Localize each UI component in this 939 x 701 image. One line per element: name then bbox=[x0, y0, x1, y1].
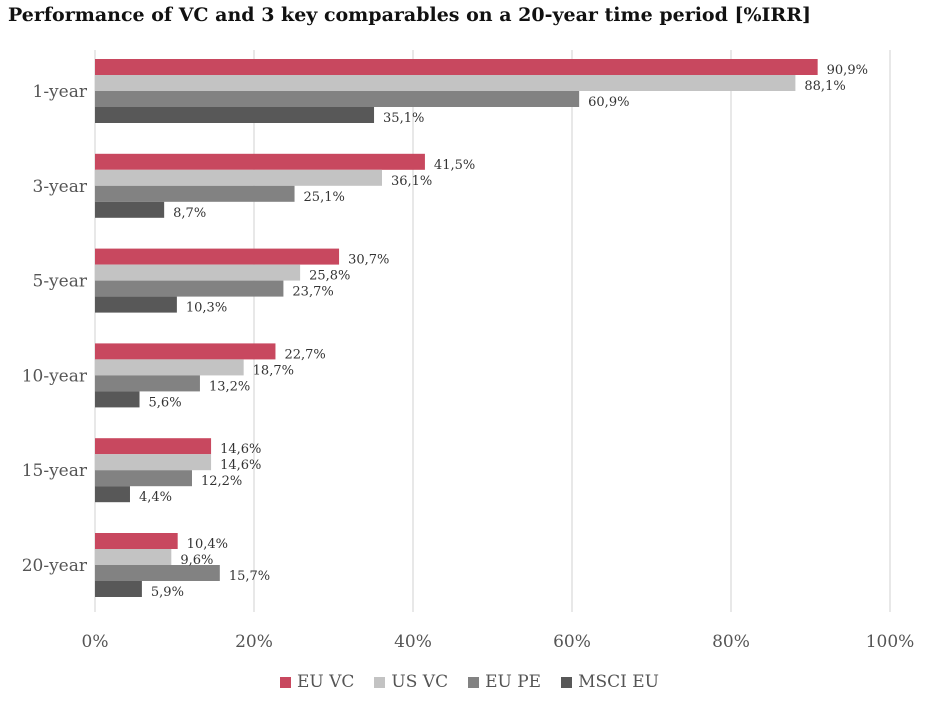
data-label: 15,7% bbox=[229, 569, 270, 584]
category-labels: 1-year 3-year 5-year 10-year 15-year 20-year bbox=[22, 82, 88, 576]
bar-eu-vc bbox=[95, 153, 425, 170]
data-label: 12,2% bbox=[201, 474, 242, 489]
data-label: 25,8% bbox=[309, 269, 350, 284]
legend-label: US VC bbox=[391, 672, 449, 692]
data-label: 22,7% bbox=[284, 347, 325, 362]
data-label: 10,3% bbox=[186, 301, 227, 316]
legend-item-us-vc: US VC bbox=[374, 672, 448, 692]
bar-msci-eu bbox=[95, 296, 177, 313]
category-label: 5-year bbox=[33, 272, 88, 292]
bar-eu-vc bbox=[95, 248, 340, 265]
data-label: 60,9% bbox=[588, 95, 629, 110]
bar-us-vc bbox=[95, 359, 244, 376]
legend-label: EU PE bbox=[485, 672, 542, 692]
data-label: 41,5% bbox=[434, 158, 475, 173]
legend-item-eu-vc: EU VC bbox=[279, 672, 355, 692]
bar-eu-vc bbox=[95, 343, 276, 360]
x-tick-labels: 0% 20% 40% 60% 80% 100% bbox=[82, 632, 915, 652]
bar-us-vc bbox=[95, 264, 301, 281]
data-label: 23,7% bbox=[292, 285, 333, 300]
gridlines bbox=[94, 50, 891, 612]
bar-us-vc bbox=[95, 169, 382, 186]
bar-eu-pe bbox=[95, 470, 192, 487]
bar-msci-eu bbox=[95, 201, 165, 218]
data-labels: 90,9%88,1% 60,9% 35,1% 41,5%36,1% 25,1% 8,7% 3… bbox=[139, 63, 868, 600]
bar-msci-eu bbox=[95, 107, 375, 123]
bar-eu-vc bbox=[95, 438, 212, 455]
bar-eu-pe bbox=[95, 375, 200, 392]
bar-eu-vc bbox=[95, 59, 818, 75]
bar-eu-pe bbox=[95, 185, 295, 202]
x-tick-label: 60% bbox=[553, 632, 591, 652]
data-label: 18,7% bbox=[253, 363, 294, 378]
category-label: 10-year bbox=[22, 366, 88, 386]
legend-item-eu-pe: EU PE bbox=[468, 672, 541, 692]
bar-eu-pe bbox=[95, 91, 580, 107]
data-label: 9,6% bbox=[180, 553, 213, 568]
data-label: 36,1% bbox=[391, 174, 432, 189]
bar-msci-eu bbox=[95, 391, 140, 408]
data-label: 4,4% bbox=[139, 490, 172, 505]
legend: EU VC US VC EU PE MSCI EU bbox=[0, 672, 939, 692]
bar-eu-pe bbox=[95, 565, 220, 581]
bars bbox=[95, 59, 818, 597]
data-label: 5,6% bbox=[149, 395, 182, 410]
data-label: 25,1% bbox=[304, 190, 345, 205]
legend-swatch bbox=[561, 676, 573, 688]
x-tick-label: 80% bbox=[712, 632, 750, 652]
category-label: 1-year bbox=[33, 82, 88, 102]
x-tick-label: 0% bbox=[82, 632, 109, 652]
bar-msci-eu bbox=[95, 486, 130, 503]
legend-swatch bbox=[279, 676, 291, 688]
bar-msci-eu bbox=[95, 581, 142, 597]
legend-label: EU VC bbox=[296, 672, 355, 692]
x-tick-label: 20% bbox=[235, 632, 273, 652]
legend-swatch bbox=[468, 676, 480, 688]
bar-us-vc bbox=[95, 454, 212, 471]
data-label: 5,9% bbox=[151, 585, 184, 600]
data-label: 14,6% bbox=[220, 458, 261, 473]
data-label: 8,7% bbox=[173, 206, 206, 221]
data-label: 13,2% bbox=[209, 379, 250, 394]
legend-label: MSCI EU bbox=[578, 672, 660, 692]
bar-us-vc bbox=[95, 75, 796, 91]
data-label: 88,1% bbox=[804, 79, 845, 94]
data-label: 10,4% bbox=[187, 537, 228, 552]
legend-swatch bbox=[374, 676, 386, 688]
data-label: 14,6% bbox=[220, 442, 261, 457]
legend-item-msci-eu: MSCI EU bbox=[561, 672, 659, 692]
category-label: 20-year bbox=[22, 556, 88, 576]
chart-title: Performance of VC and 3 key comparables … bbox=[8, 4, 812, 26]
category-label: 15-year bbox=[22, 461, 88, 481]
bar-us-vc bbox=[95, 549, 172, 565]
data-label: 90,9% bbox=[827, 63, 868, 78]
data-label: 30,7% bbox=[348, 253, 389, 268]
x-tick-label: 40% bbox=[394, 632, 432, 652]
data-label: 35,1% bbox=[383, 111, 424, 126]
category-label: 3-year bbox=[33, 177, 88, 197]
bar-eu-pe bbox=[95, 280, 284, 297]
bar-eu-vc bbox=[95, 533, 178, 549]
x-tick-label: 100% bbox=[866, 632, 915, 652]
